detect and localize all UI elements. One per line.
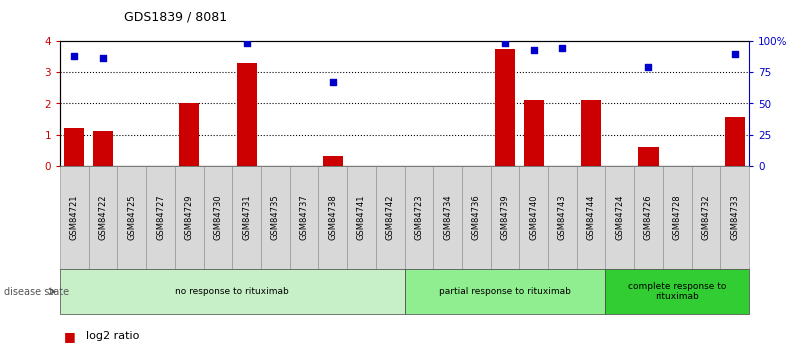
Text: GSM84737: GSM84737 — [300, 195, 308, 240]
Text: partial response to rituximab: partial response to rituximab — [439, 287, 571, 296]
Point — [326, 80, 339, 85]
Bar — [60, 166, 89, 269]
Bar — [524, 100, 544, 166]
Bar — [548, 166, 577, 269]
Point — [527, 47, 540, 53]
Bar — [638, 147, 658, 166]
Text: GSM84741: GSM84741 — [357, 195, 366, 240]
Point — [68, 53, 81, 59]
Bar — [581, 100, 601, 166]
Bar — [490, 166, 519, 269]
Bar — [93, 131, 113, 166]
Text: GSM84744: GSM84744 — [586, 195, 596, 240]
Text: no response to rituximab: no response to rituximab — [175, 287, 289, 296]
Text: GSM84725: GSM84725 — [127, 195, 136, 240]
Point — [642, 65, 655, 70]
Bar — [290, 166, 318, 269]
Bar — [462, 166, 490, 269]
Bar — [60, 269, 405, 314]
Text: GSM84735: GSM84735 — [271, 195, 280, 240]
Text: GSM84729: GSM84729 — [185, 195, 194, 240]
Text: GSM84733: GSM84733 — [730, 195, 739, 240]
Text: GSM84728: GSM84728 — [673, 195, 682, 240]
Bar — [146, 166, 175, 269]
Text: GSM84727: GSM84727 — [156, 195, 165, 240]
Point — [240, 40, 253, 46]
Bar — [179, 104, 199, 166]
Text: GSM84740: GSM84740 — [529, 195, 538, 240]
Bar — [376, 166, 405, 269]
Text: GSM84743: GSM84743 — [557, 195, 567, 240]
Text: GDS1839 / 8081: GDS1839 / 8081 — [124, 10, 227, 23]
Bar — [203, 166, 232, 269]
Bar — [261, 166, 290, 269]
Text: GSM84732: GSM84732 — [702, 195, 710, 240]
Text: GSM84738: GSM84738 — [328, 195, 337, 240]
Text: complete response to
rituximab: complete response to rituximab — [628, 282, 727, 301]
Bar — [519, 166, 548, 269]
Text: disease state: disease state — [4, 287, 69, 296]
Text: GSM84742: GSM84742 — [385, 195, 395, 240]
Bar — [323, 156, 343, 166]
Bar — [577, 166, 606, 269]
Text: GSM84726: GSM84726 — [644, 195, 653, 240]
Text: GSM84739: GSM84739 — [501, 195, 509, 240]
Text: GSM84724: GSM84724 — [615, 195, 624, 240]
Point — [728, 51, 741, 57]
Bar — [175, 166, 203, 269]
Text: GSM84734: GSM84734 — [443, 195, 452, 240]
Bar — [720, 166, 749, 269]
Bar — [606, 166, 634, 269]
Bar — [495, 49, 515, 166]
Bar — [405, 269, 606, 314]
Bar — [634, 166, 663, 269]
Bar — [64, 128, 84, 166]
Text: GSM84722: GSM84722 — [99, 195, 107, 240]
Bar — [606, 269, 749, 314]
Bar — [232, 166, 261, 269]
Text: GSM84721: GSM84721 — [70, 195, 79, 240]
Bar — [691, 166, 720, 269]
Bar — [318, 166, 347, 269]
Text: GSM84731: GSM84731 — [242, 195, 252, 240]
Bar — [663, 166, 691, 269]
Bar — [433, 166, 462, 269]
Text: ■: ■ — [64, 330, 76, 343]
Bar — [89, 166, 118, 269]
Bar — [405, 166, 433, 269]
Point — [556, 45, 569, 50]
Text: GSM84730: GSM84730 — [213, 195, 223, 240]
Point — [97, 55, 110, 60]
Text: GSM84723: GSM84723 — [414, 195, 424, 240]
Text: GSM84736: GSM84736 — [472, 195, 481, 240]
Point — [498, 40, 511, 46]
Text: log2 ratio: log2 ratio — [87, 331, 139, 341]
Bar — [725, 117, 745, 166]
Bar — [236, 63, 256, 166]
Bar — [347, 166, 376, 269]
Bar — [118, 166, 146, 269]
